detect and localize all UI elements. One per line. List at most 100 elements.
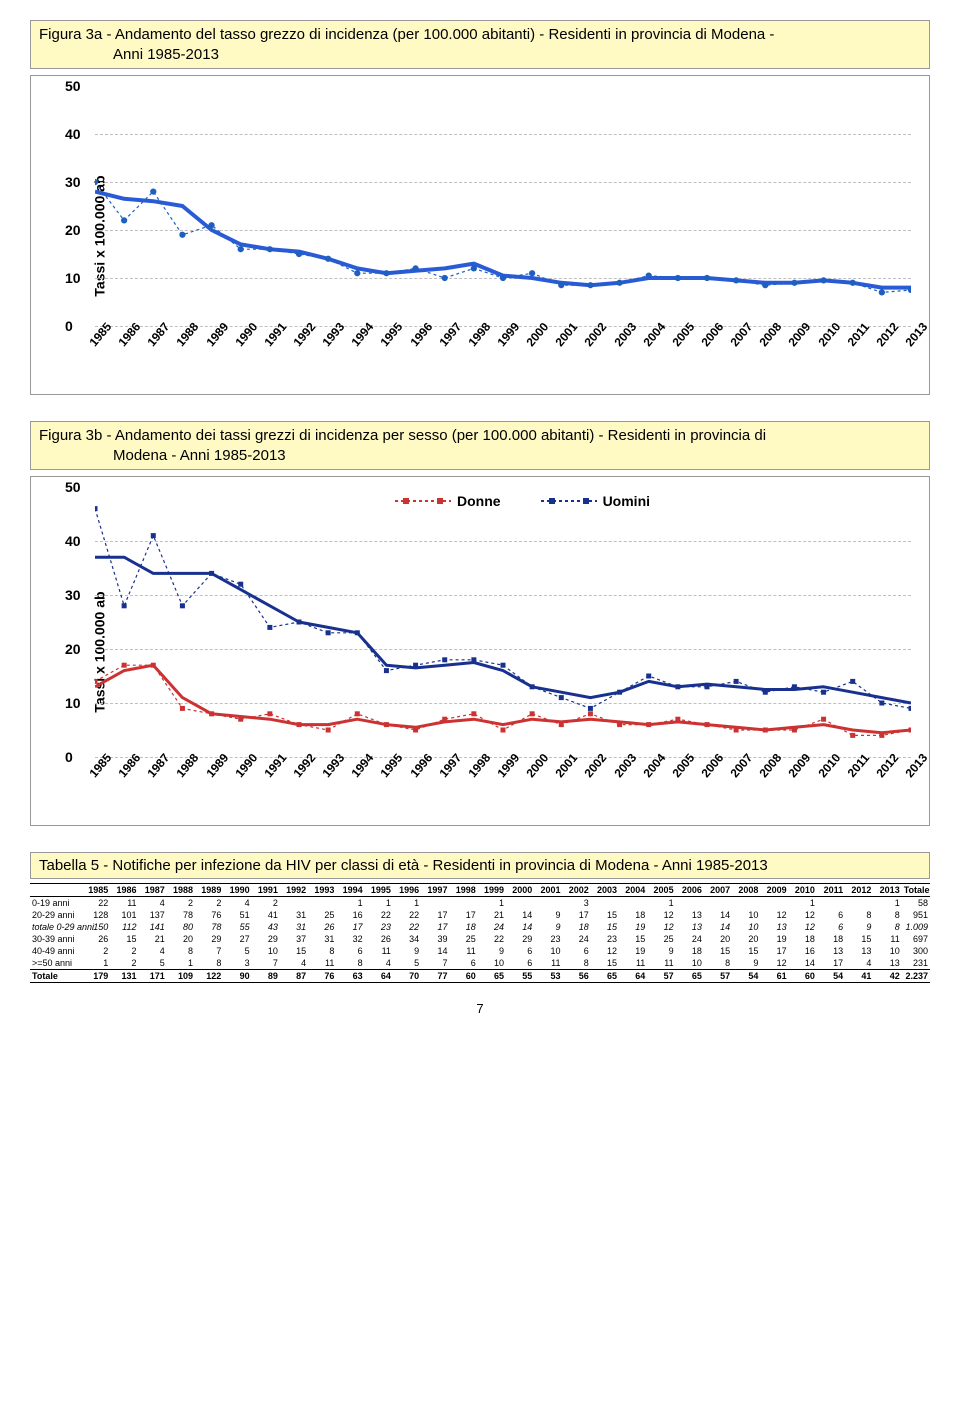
table-cell: 39 <box>421 933 449 945</box>
table-cell: 128 <box>82 909 110 921</box>
table-cell: 63 <box>336 970 364 983</box>
row-label: >=50 anni <box>30 957 82 970</box>
table-cell: 101 <box>110 909 138 921</box>
table-cell: 5 <box>139 957 167 970</box>
table-cell: 14 <box>704 909 732 921</box>
table-cell: 22 <box>393 921 421 933</box>
row-label: 30-39 anni <box>30 933 82 945</box>
table-cell <box>619 897 647 910</box>
table-cell: 32 <box>336 933 364 945</box>
figure3a-xaxis: 1985198619871988198919901991199219931994… <box>95 328 911 372</box>
table-cell: 4 <box>139 945 167 957</box>
table-cell: 25 <box>647 933 675 945</box>
table-cell <box>817 897 845 910</box>
table-header-cell: Totale <box>902 884 930 897</box>
table-cell: 64 <box>619 970 647 983</box>
table-cell: 2 <box>110 957 138 970</box>
table-cell: 2 <box>252 897 280 910</box>
table-cell: 4 <box>280 957 308 970</box>
table-header-cell: 2009 <box>760 884 788 897</box>
table-cell: 31 <box>280 921 308 933</box>
table-cell: 9 <box>647 945 675 957</box>
table-cell: 15 <box>280 945 308 957</box>
table-cell: 11 <box>449 945 477 957</box>
table-cell: 53 <box>534 970 562 983</box>
figure3b-plot: Donne Uomini 01020304050 <box>95 487 911 757</box>
ytick-label: 0 <box>65 318 73 334</box>
table-cell <box>280 897 308 910</box>
table-cell: 27 <box>223 933 251 945</box>
table-cell: 55 <box>506 970 534 983</box>
table-cell <box>760 897 788 910</box>
table-header-cell: 1995 <box>365 884 393 897</box>
table-cell: 1 <box>82 957 110 970</box>
ytick-label: 30 <box>65 587 81 603</box>
table-cell: 8 <box>873 909 901 921</box>
figure3b-caption: Figura 3b - Andamento dei tassi grezzi d… <box>30 421 930 470</box>
table-cell: 14 <box>704 921 732 933</box>
table-cell: 12 <box>760 957 788 970</box>
table-cell: 29 <box>252 933 280 945</box>
table-cell: 17 <box>421 921 449 933</box>
table-cell: 57 <box>647 970 675 983</box>
ytick-label: 10 <box>65 695 81 711</box>
table-cell: 8 <box>845 909 873 921</box>
figure3b-caption-line1: Figura 3b - Andamento dei tassi grezzi d… <box>39 427 766 444</box>
table-cell: 56 <box>563 970 591 983</box>
table-cell: 16 <box>336 909 364 921</box>
table-cell: 54 <box>817 970 845 983</box>
table-cell: 20 <box>167 933 195 945</box>
table-header-cell: 1998 <box>449 884 477 897</box>
table-header-cell: 1989 <box>195 884 223 897</box>
table-cell: 26 <box>82 933 110 945</box>
table-cell: 10 <box>478 957 506 970</box>
table-cell: 22 <box>82 897 110 910</box>
table-cell: 10 <box>732 909 760 921</box>
table-cell: 2 <box>195 897 223 910</box>
table-row: Totale1791311711091229089877663647077606… <box>30 970 930 983</box>
table-cell: 21 <box>139 933 167 945</box>
table-cell: 5 <box>223 945 251 957</box>
table-cell: 19 <box>760 933 788 945</box>
table-cell: 122 <box>195 970 223 983</box>
table-cell: 1 <box>873 897 901 910</box>
table-cell: 14 <box>789 957 817 970</box>
table-cell: 29 <box>506 933 534 945</box>
table-cell: 18 <box>676 945 704 957</box>
row-label: totale 0-29 anni <box>30 921 82 933</box>
table-cell: 9 <box>534 921 562 933</box>
table-cell: 15 <box>110 933 138 945</box>
table-cell: 18 <box>563 921 591 933</box>
table-header-cell: 1988 <box>167 884 195 897</box>
table-cell: 8 <box>704 957 732 970</box>
table-cell <box>732 897 760 910</box>
table-row: >=50 anni1251837411845761061181511111089… <box>30 957 930 970</box>
table-cell: 12 <box>647 909 675 921</box>
table-cell: 8 <box>873 921 901 933</box>
table-cell: 10 <box>873 945 901 957</box>
table-header-cell: 1987 <box>139 884 167 897</box>
table-cell: 70 <box>393 970 421 983</box>
table-cell: 58 <box>902 897 930 910</box>
table-cell: 6 <box>563 945 591 957</box>
table-cell: 3 <box>223 957 251 970</box>
table-cell: 57 <box>704 970 732 983</box>
table-cell: 26 <box>308 921 336 933</box>
table-header-cell <box>30 884 82 897</box>
table-cell: 17 <box>563 909 591 921</box>
table-cell: 17 <box>760 945 788 957</box>
table-header-cell: 2010 <box>789 884 817 897</box>
table5-title: Tabella 5 - Notifiche per infezione da H… <box>30 852 930 879</box>
table-cell: 10 <box>534 945 562 957</box>
table-cell: 13 <box>676 909 704 921</box>
table-cell: 76 <box>308 970 336 983</box>
ytick-label: 20 <box>65 641 81 657</box>
table-cell: 60 <box>789 970 817 983</box>
table-cell: 4 <box>139 897 167 910</box>
table-cell: 300 <box>902 945 930 957</box>
table-cell: 9 <box>393 945 421 957</box>
table-cell: 1 <box>393 897 421 910</box>
xtick-label: 1985 <box>86 751 114 780</box>
table-cell: 6 <box>817 909 845 921</box>
table-header-cell: 2012 <box>845 884 873 897</box>
